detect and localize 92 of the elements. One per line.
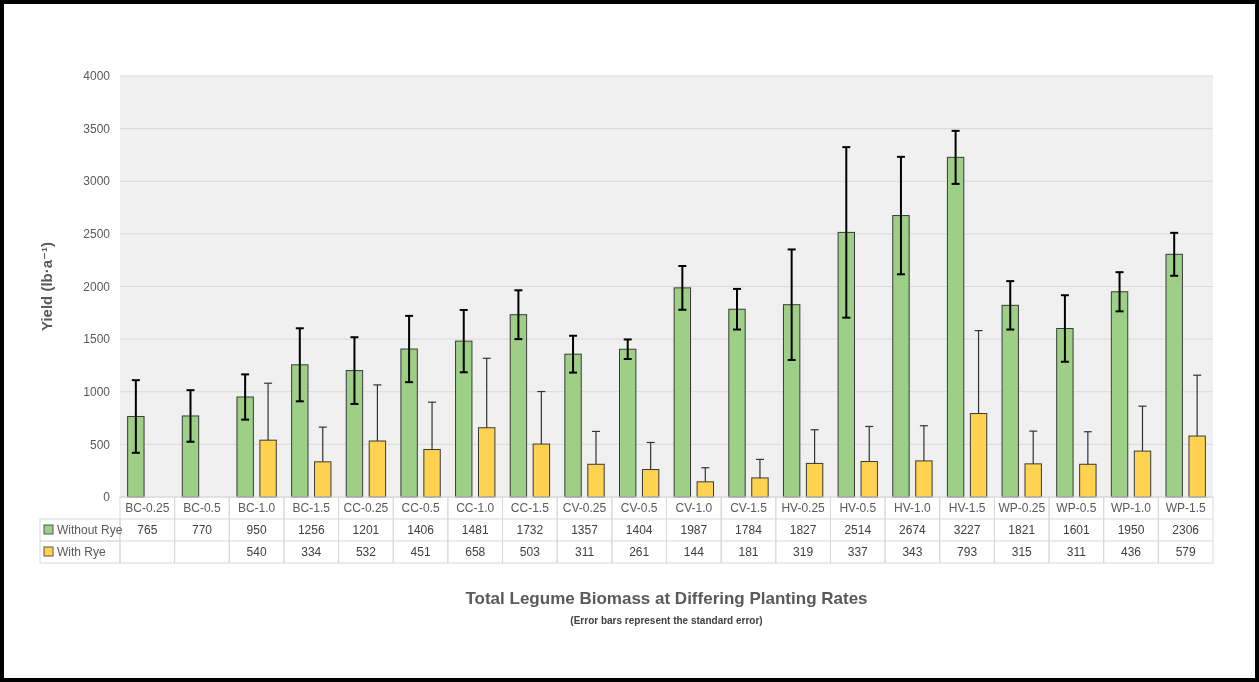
data-label: 1256 xyxy=(297,523,325,538)
data-label: 950 xyxy=(246,523,267,538)
legend-label: With Rye xyxy=(57,545,106,560)
data-label: 1784 xyxy=(735,523,763,538)
data-label: 343 xyxy=(902,545,923,560)
x-tick-label: WP-0.25 xyxy=(998,501,1046,516)
bar xyxy=(181,415,200,498)
x-tick-label: BC-1.5 xyxy=(292,501,331,516)
y-tick-label: 2000 xyxy=(83,279,111,294)
bar xyxy=(728,308,746,498)
data-label: 503 xyxy=(519,545,541,560)
y-tick-label: 2500 xyxy=(83,227,111,242)
data-label: 1481 xyxy=(461,523,489,538)
data-label: 1404 xyxy=(625,523,653,538)
data-label: 315 xyxy=(1011,545,1033,560)
bar xyxy=(782,304,801,498)
data-label: 451 xyxy=(410,545,431,560)
bar xyxy=(345,370,364,498)
data-label: 311 xyxy=(1066,545,1087,560)
bar xyxy=(1056,328,1074,498)
data-label: 1601 xyxy=(1063,523,1091,538)
data-label: 337 xyxy=(847,545,869,560)
data-label: 144 xyxy=(683,545,705,560)
bar xyxy=(400,348,418,498)
data-label: 181 xyxy=(738,545,759,560)
text: Total Legume Biomass at Differing Planting Rates xyxy=(465,589,868,608)
data-label: 319 xyxy=(793,545,814,560)
x-tick-label: CV-1.5 xyxy=(730,501,768,516)
bar xyxy=(455,340,473,498)
y-tick-label: 3500 xyxy=(83,121,111,136)
bar xyxy=(509,314,528,498)
bar xyxy=(1001,304,1019,498)
data-label: 765 xyxy=(137,523,158,538)
data-label: 1821 xyxy=(1008,523,1036,538)
data-label: 793 xyxy=(957,545,978,560)
data-label: 334 xyxy=(301,545,322,560)
bar xyxy=(1165,253,1183,498)
bar xyxy=(564,353,582,498)
bar xyxy=(673,287,692,498)
x-tick-label: CV-0.5 xyxy=(620,501,658,516)
data-label: 1201 xyxy=(352,523,380,538)
data-label: 1406 xyxy=(407,523,435,538)
bar xyxy=(837,231,855,498)
x-tick-label: HV-0.5 xyxy=(839,501,877,516)
x-tick-label: BC-1.0 xyxy=(237,501,276,516)
bar xyxy=(892,215,910,498)
x-tick-label: CC-1.0 xyxy=(456,501,495,516)
bar xyxy=(236,396,254,498)
data-label: 1732 xyxy=(516,523,544,538)
x-tick-label: BC-0.25 xyxy=(125,501,170,516)
data-label: 2306 xyxy=(1172,523,1200,538)
bar xyxy=(291,364,309,498)
data-label: 1827 xyxy=(789,523,817,538)
y-tick-label: 1500 xyxy=(83,332,111,347)
data-label: 532 xyxy=(355,545,377,560)
legend-label: Without Rye xyxy=(57,523,123,538)
data-label: 3227 xyxy=(953,523,981,538)
y-axis-title: Yield (lb·a⁻¹) xyxy=(38,241,55,332)
x-tick-label: HV-0.25 xyxy=(781,501,826,516)
data-label: 658 xyxy=(465,545,486,560)
bar xyxy=(946,156,965,498)
y-tick-label: 3000 xyxy=(83,174,111,189)
data-label: 1987 xyxy=(680,523,708,538)
x-tick-label: WP-0.5 xyxy=(1056,501,1097,516)
x-tick-label: HV-1.0 xyxy=(894,501,932,516)
data-label: 579 xyxy=(1175,545,1197,560)
bar xyxy=(619,348,637,498)
y-tick-label: 4000 xyxy=(83,69,111,84)
data-label: 261 xyxy=(629,545,650,560)
text: (Error bars represent the standard error) xyxy=(570,615,763,626)
y-tick-label: 1000 xyxy=(83,384,111,399)
data-label: 1357 xyxy=(571,523,599,538)
x-tick-label: BC-0.5 xyxy=(183,501,221,516)
bar xyxy=(127,415,145,498)
x-tick-label: CC-0.5 xyxy=(401,501,440,516)
x-tick-label: CV-0.25 xyxy=(562,501,607,516)
data-label: 436 xyxy=(1121,545,1142,560)
y-tick-label: 0 xyxy=(103,490,111,505)
data-label: 2514 xyxy=(844,523,872,538)
data-label: 1950 xyxy=(1117,523,1145,538)
bar xyxy=(1110,291,1129,498)
x-tick-label: WP-1.0 xyxy=(1111,501,1152,516)
data-label: 770 xyxy=(191,523,213,538)
y-tick-label: 500 xyxy=(89,437,111,452)
x-tick-label: CV-1.0 xyxy=(675,501,713,516)
data-label: 2674 xyxy=(899,523,927,538)
data-label: 311 xyxy=(574,545,595,560)
data-label: 540 xyxy=(246,545,267,560)
x-tick-label: WP-1.5 xyxy=(1165,501,1206,516)
x-tick-label: HV-1.5 xyxy=(948,501,986,516)
x-tick-label: CC-1.5 xyxy=(510,501,550,516)
x-tick-label: CC-0.25 xyxy=(343,501,389,516)
